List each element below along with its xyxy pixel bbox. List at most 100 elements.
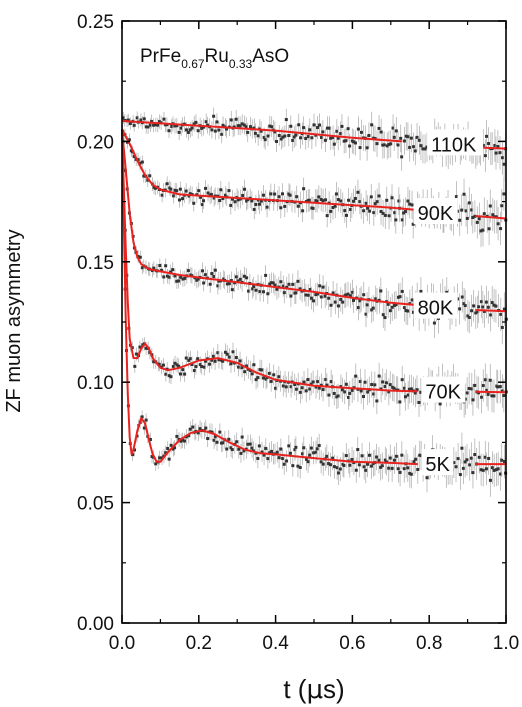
data-point (479, 300, 483, 304)
data-point (331, 135, 335, 139)
data-point (412, 145, 416, 149)
series-label-bg (427, 129, 484, 156)
series-label-bg (421, 449, 454, 476)
data-point (175, 434, 179, 438)
data-point (409, 472, 413, 476)
data-point (210, 358, 214, 362)
data-point (490, 301, 494, 305)
data-point (301, 209, 305, 213)
data-point (128, 122, 132, 126)
data-point (466, 314, 470, 318)
data-point (187, 194, 191, 198)
data-point (241, 193, 245, 197)
data-point (248, 125, 252, 129)
data-point (370, 123, 374, 127)
data-point (256, 456, 260, 460)
data-point (336, 136, 340, 140)
data-point (172, 194, 176, 198)
data-point (177, 364, 181, 368)
data-point (243, 187, 247, 191)
data-point (225, 282, 229, 286)
data-point (183, 276, 187, 280)
data-point (353, 196, 357, 200)
data-point (400, 218, 404, 222)
data-point (402, 306, 406, 310)
data-point (190, 362, 194, 366)
data-point (190, 126, 194, 130)
data-point (484, 467, 488, 471)
compound-end: AsO (252, 46, 289, 67)
data-point (373, 383, 377, 387)
data-point (239, 277, 243, 281)
data-point (144, 346, 148, 350)
fit-curve-tail (475, 390, 507, 394)
data-point (390, 196, 394, 200)
fit-curves-layer (121, 119, 507, 466)
data-point (387, 143, 391, 147)
data-point (369, 464, 373, 468)
data-point (350, 388, 354, 392)
data-point (230, 448, 234, 452)
data-point (367, 453, 371, 457)
data-point (364, 312, 368, 316)
data-point (171, 268, 175, 272)
data-point (142, 174, 146, 178)
x-tick-label: 0.4 (262, 633, 289, 654)
data-point (397, 295, 401, 299)
data-point (325, 214, 329, 218)
data-point (352, 199, 356, 203)
data-point (315, 447, 319, 451)
data-point (385, 144, 389, 148)
data-point (462, 192, 466, 196)
data-point (311, 380, 315, 384)
data-point (184, 189, 188, 193)
data-point (337, 471, 341, 475)
fit-curve (121, 119, 403, 143)
data-point (309, 382, 313, 386)
data-point (167, 129, 171, 133)
data-point (408, 202, 412, 206)
data-point (164, 264, 168, 268)
data-point (217, 279, 221, 283)
data-point (365, 146, 369, 150)
compound-sub-fe: 0.67 (181, 57, 205, 71)
data-point (328, 126, 332, 130)
data-point (379, 465, 383, 469)
data-point (247, 289, 251, 293)
data-point (136, 158, 140, 162)
data-point (206, 437, 210, 441)
data-point (387, 390, 391, 394)
data-point (461, 466, 465, 470)
data-point (415, 388, 419, 392)
data-point (196, 277, 200, 281)
data-point (332, 142, 336, 146)
data-point (262, 453, 266, 457)
data-point (419, 390, 423, 394)
data-point (377, 194, 381, 198)
data-point (481, 143, 485, 147)
data-point (275, 450, 279, 454)
data-point (275, 139, 279, 143)
data-point (404, 309, 408, 313)
data-point (192, 201, 196, 205)
data-point (309, 446, 313, 450)
data-point (492, 303, 496, 307)
data-point (160, 193, 164, 197)
data-point (285, 459, 289, 463)
data-point (254, 288, 258, 292)
data-point (202, 199, 206, 203)
data-point (423, 147, 427, 151)
data-point (502, 162, 506, 166)
data-point (486, 305, 490, 309)
data-point (140, 415, 144, 419)
data-point (211, 354, 215, 358)
data-point (273, 283, 277, 287)
data-point (204, 186, 208, 190)
data-point (307, 198, 311, 202)
data-point (192, 122, 196, 126)
data-point (254, 378, 258, 382)
data-point (325, 126, 329, 130)
data-point (332, 465, 336, 469)
data-point (144, 125, 148, 129)
data-point (213, 129, 217, 133)
